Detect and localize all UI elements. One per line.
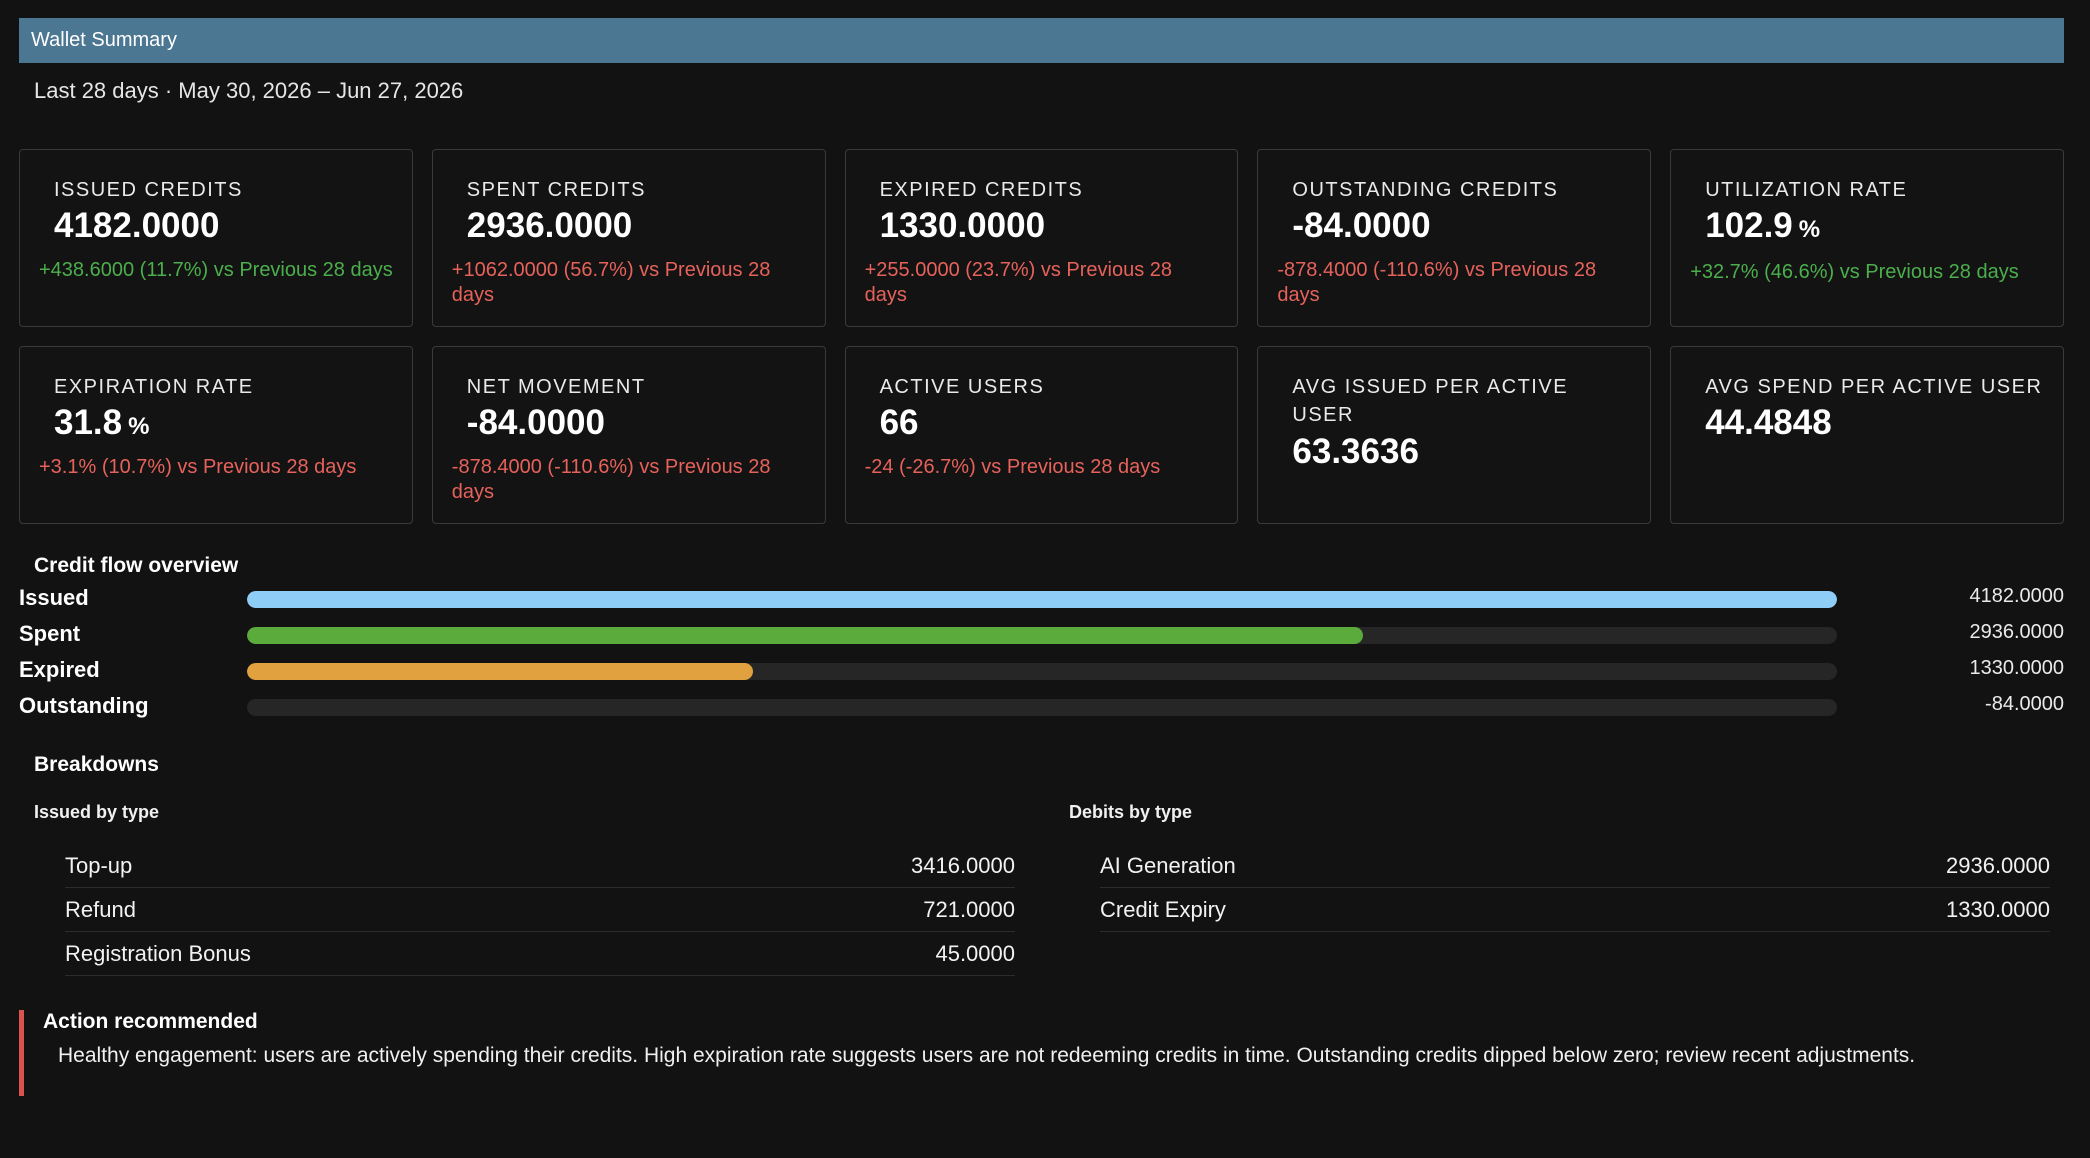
list-item: AI Generation 2936.0000 [1100,844,2050,888]
metric-value: 102.9% [1705,206,1821,245]
metric-label: NET MOVEMENT [466,376,646,398]
metric-delta: +3.1% (10.7%) vs Previous 28 days [39,456,357,478]
breakdown-label: Refund [65,896,136,922]
metric-delta: -24 (-26.7%) vs Previous 28 days [864,456,1161,478]
metric-card-outstanding-credits: OUTSTANDING CREDITS -84.0000 -878.4000 (… [1257,149,1652,327]
issued-by-type-list: Top-up 3416.0000 Refund 721.0000 Registr… [65,844,1015,976]
metric-value: 4182.0000 [54,206,220,245]
breakdown-value: 721.0000 [923,896,1015,922]
debits-by-type-section: Debits by type AI Generation 2936.0000 C… [1069,802,2069,932]
flow-value: 1330.0000 [1969,657,2064,679]
metric-card-avg-spend-per-active-user: AVG SPEND PER ACTIVE USER 44.4848 [1670,346,2064,524]
metric-value: 44.4848 [1705,403,1832,442]
breakdown-value: 1330.0000 [1946,896,2050,922]
metric-delta: +1062.0000 (56.7%) vs Previous 28 days [451,259,771,306]
metric-label: ISSUED CREDITS [54,179,243,201]
flow-row-spent: Spent 2936.0000 [19,621,2064,651]
metric-card-utilization-rate: UTILIZATION RATE 102.9% +32.7% (46.6%) v… [1670,149,2064,327]
list-item: Credit Expiry 1330.0000 [1100,888,2050,932]
panel-title: Wallet Summary [31,29,177,51]
metric-label: ACTIVE USERS [879,376,1045,398]
period-label: Last 28 days · May 30, 2026 – Jun 27, 20… [34,78,464,103]
debits-by-type-list: AI Generation 2936.0000 Credit Expiry 13… [1100,844,2050,932]
breakdown-label: AI Generation [1100,852,1236,878]
flow-bar-track [247,591,1837,608]
flow-row-expired: Expired 1330.0000 [19,657,2064,687]
flow-bar-fill [247,591,1837,608]
metric-card-row: ISSUED CREDITS 4182.0000 +438.6000 (11.7… [19,149,2064,327]
metric-label: SPENT CREDITS [466,179,646,201]
metric-card-issued-credits: ISSUED CREDITS 4182.0000 +438.6000 (11.7… [19,149,413,327]
flow-row-issued: Issued 4182.0000 [19,585,2064,615]
metric-label: AVG SPEND PER ACTIVE USER [1705,376,2043,398]
breakdown-label: Top-up [65,852,133,878]
list-item: Registration Bonus 45.0000 [65,932,1015,976]
metric-delta: +438.6000 (11.7%) vs Previous 28 days [39,259,393,281]
flow-label: Outstanding [19,693,149,718]
metric-unit: % [1798,216,1821,243]
flow-label: Expired [19,657,100,682]
metric-card-avg-issued-per-active-user: AVG ISSUED PER ACTIVE USER 63.3636 [1257,346,1652,524]
metric-card-expired-credits: EXPIRED CREDITS 1330.0000 +255.0000 (23.… [844,149,1239,327]
flow-label: Issued [19,585,89,610]
flow-bar-fill [247,663,753,680]
metric-value: -84.0000 [1292,206,1431,245]
flow-bar-fill [247,627,1364,644]
issued-by-type-section: Issued by type Top-up 3416.0000 Refund 7… [34,802,1034,976]
action-recommended-alert: Action recommended Healthy engagement: u… [19,1010,2064,1096]
breakdown-value: 3416.0000 [911,852,1015,878]
flow-bar-track [247,663,1837,680]
flow-row-outstanding: Outstanding -84.0000 [19,693,2064,723]
metric-delta: -878.4000 (-110.6%) vs Previous 28 days [1277,259,1597,306]
alert-title: Action recommended [43,1010,258,1033]
flow-bar-track [247,699,1837,716]
metric-card-spent-credits: SPENT CREDITS 2936.0000 +1062.0000 (56.7… [431,149,826,327]
metric-label: UTILIZATION RATE [1705,179,1908,201]
metric-label: EXPIRATION RATE [54,376,254,398]
breakdown-label: Credit Expiry [1100,896,1226,922]
metric-card-row: EXPIRATION RATE 31.8% +3.1% (10.7%) vs P… [19,346,2064,524]
metric-value: -84.0000 [466,403,605,442]
alert-message: Healthy engagement: users are actively s… [58,1044,1916,1067]
metric-delta: -878.4000 (-110.6%) vs Previous 28 days [451,456,771,503]
metric-delta: +255.0000 (23.7%) vs Previous 28 days [864,259,1173,306]
metric-delta: +32.7% (46.6%) vs Previous 28 days [1690,261,2019,283]
breakdown-value: 45.0000 [935,940,1015,966]
metric-label: EXPIRED CREDITS [879,179,1084,201]
flow-value: 4182.0000 [1969,585,2064,607]
flow-label: Spent [19,621,81,646]
metric-label: AVG ISSUED PER ACTIVE USER [1292,376,1569,426]
list-item: Top-up 3416.0000 [65,844,1015,888]
breakdown-value: 2936.0000 [1946,852,2050,878]
breakdown-label: Registration Bonus [65,940,251,966]
metric-label: OUTSTANDING CREDITS [1292,179,1559,201]
credit-flow-title: Credit flow overview [34,554,239,577]
metric-value: 66 [879,403,919,442]
flow-bar-track [247,627,1837,644]
metric-value: 2936.0000 [466,206,633,245]
debits-by-type-heading: Debits by type [1069,802,1193,822]
metric-value: 1330.0000 [879,206,1046,245]
issued-by-type-heading: Issued by type [34,802,160,822]
metric-card-expiration-rate: EXPIRATION RATE 31.8% +3.1% (10.7%) vs P… [19,346,413,524]
list-item: Refund 721.0000 [65,888,1015,932]
metric-card-net-movement: NET MOVEMENT -84.0000 -878.4000 (-110.6%… [431,346,826,524]
flow-value: -84.0000 [1985,693,2064,715]
metric-value: 63.3636 [1292,432,1419,471]
panel-header: Wallet Summary [19,18,2064,63]
metric-card-active-users: ACTIVE USERS 66 -24 (-26.7%) vs Previous… [844,346,1239,524]
flow-value: 2936.0000 [1969,621,2064,643]
metric-value: 31.8% [54,403,150,442]
metric-unit: % [128,413,150,440]
metric-cards: ISSUED CREDITS 4182.0000 +438.6000 (11.7… [19,149,2064,543]
breakdowns-title: Breakdowns [34,753,159,776]
